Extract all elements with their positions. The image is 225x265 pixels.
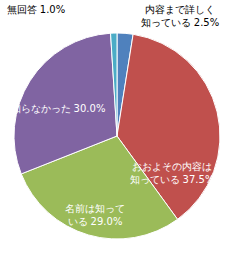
label-line: 名前は知って	[65, 203, 125, 214]
label-line: いる	[68, 216, 88, 227]
slices	[14, 33, 220, 239]
label-line: 知っている	[141, 17, 191, 28]
data-labels: 内容まで詳しく知っている2.5%おおよその内容は知っている37.5%名前は知って…	[7, 4, 219, 227]
value-label: 29.0%	[91, 216, 123, 227]
value-label: 30.0%	[74, 103, 106, 114]
label-line: 知っている	[130, 174, 180, 185]
value-label: 1.0%	[40, 4, 65, 15]
value-label: 2.5%	[194, 17, 219, 28]
category-label: 名前は知っている	[65, 203, 125, 227]
pie-slice	[111, 33, 117, 136]
label-line: 内容まで詳しく	[145, 4, 215, 15]
label-line: おおよその内容は	[132, 161, 212, 172]
label-line: 無回答	[7, 4, 37, 15]
category-label: 無回答	[7, 4, 37, 15]
label-line: 知らなかった	[11, 103, 71, 114]
category-label: 知らなかった	[11, 103, 71, 114]
value-label: 37.5%	[183, 174, 215, 185]
chart: 内容まで詳しく知っている2.5%おおよその内容は知っている37.5%名前は知って…	[0, 0, 225, 265]
